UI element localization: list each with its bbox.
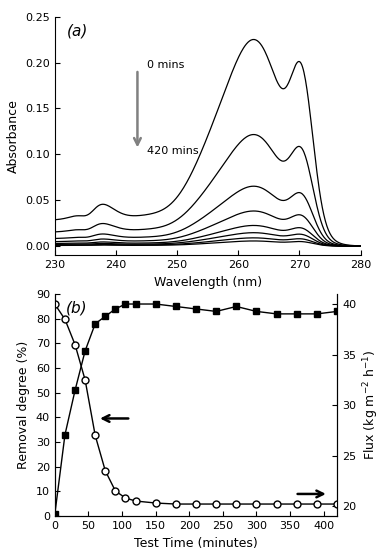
Y-axis label: Absorbance: Absorbance — [7, 99, 20, 173]
Text: 420 mins: 420 mins — [147, 145, 198, 155]
X-axis label: Test Time (minutes): Test Time (minutes) — [134, 537, 258, 549]
Text: (b): (b) — [66, 301, 88, 316]
X-axis label: Wavelength (nm): Wavelength (nm) — [154, 276, 262, 289]
Y-axis label: Flux (kg m$^{-2}$ h$^{-1}$): Flux (kg m$^{-2}$ h$^{-1}$) — [362, 350, 381, 461]
Text: (a): (a) — [67, 24, 89, 39]
Y-axis label: Removal degree (%): Removal degree (%) — [17, 341, 30, 470]
Text: 0 mins: 0 mins — [147, 59, 184, 69]
